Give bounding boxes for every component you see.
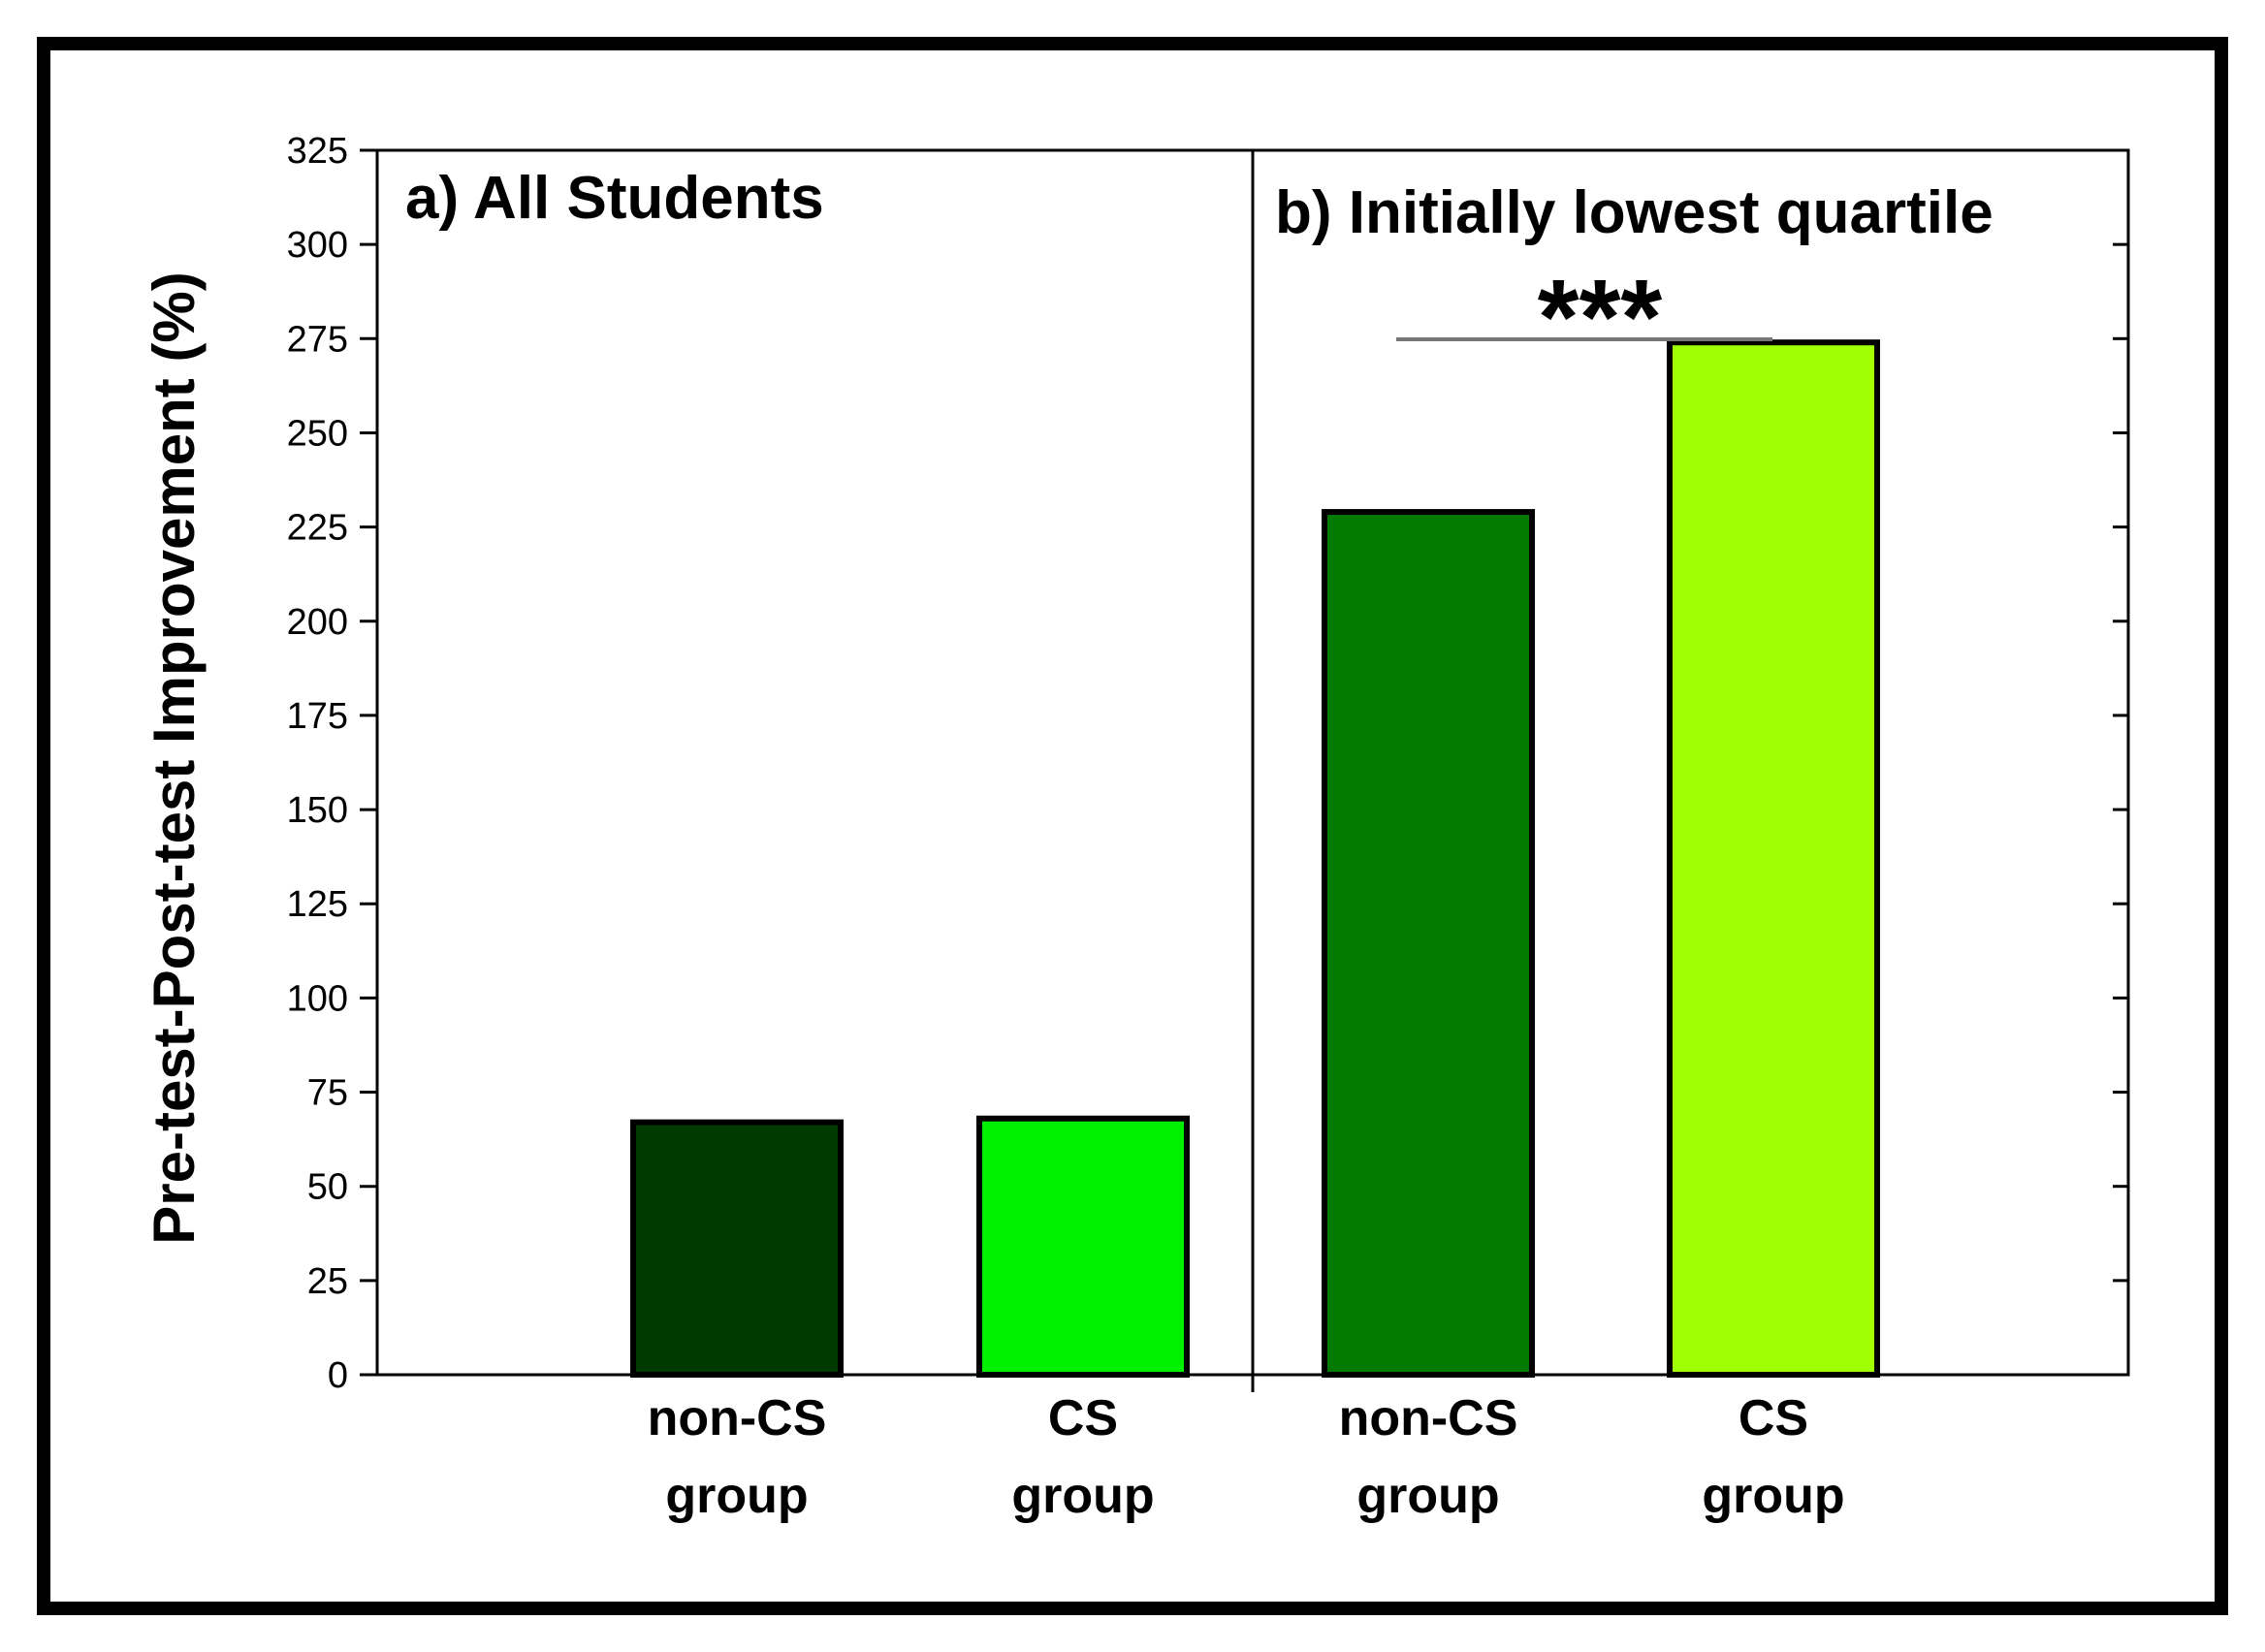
y-tick-label: 275 xyxy=(287,319,348,360)
y-axis-label: Pre-test-Post-test Improvement (%) xyxy=(142,271,207,1245)
x-category-label: group xyxy=(665,1468,808,1524)
bar xyxy=(976,1115,1190,1379)
y-tick-label: 300 xyxy=(287,225,348,266)
x-category-label: non-CS xyxy=(648,1390,827,1446)
y-tick-label: 75 xyxy=(307,1073,348,1114)
y-tick-label: 250 xyxy=(287,413,348,454)
y-tick-label: 125 xyxy=(287,884,348,925)
x-category-label: group xyxy=(1011,1468,1154,1524)
x-category-label: group xyxy=(1356,1468,1499,1524)
outer-frame xyxy=(37,37,2228,1615)
panel-title-b: b) Initially lowest quartile xyxy=(1275,179,1994,246)
bar xyxy=(630,1119,844,1378)
y-tick-label: 25 xyxy=(307,1261,348,1302)
bar xyxy=(1322,509,1535,1378)
y-tick-label: 200 xyxy=(287,602,348,643)
x-category-label: non-CS xyxy=(1339,1390,1518,1446)
y-tick-label: 0 xyxy=(328,1355,348,1396)
x-category-label: CS xyxy=(1739,1390,1808,1446)
x-category-label: CS xyxy=(1048,1390,1118,1446)
y-tick-label: 100 xyxy=(287,978,348,1019)
bar xyxy=(1667,339,1880,1378)
significance-marker: *** xyxy=(1538,258,1663,377)
y-tick-label: 325 xyxy=(287,131,348,172)
x-category-label: group xyxy=(1702,1468,1844,1524)
y-tick-label: 50 xyxy=(307,1167,348,1208)
y-tick-label: 225 xyxy=(287,508,348,549)
panel-title-a: a) All Students xyxy=(405,165,824,232)
y-tick-label: 175 xyxy=(287,696,348,737)
y-tick-label: 150 xyxy=(287,790,348,831)
